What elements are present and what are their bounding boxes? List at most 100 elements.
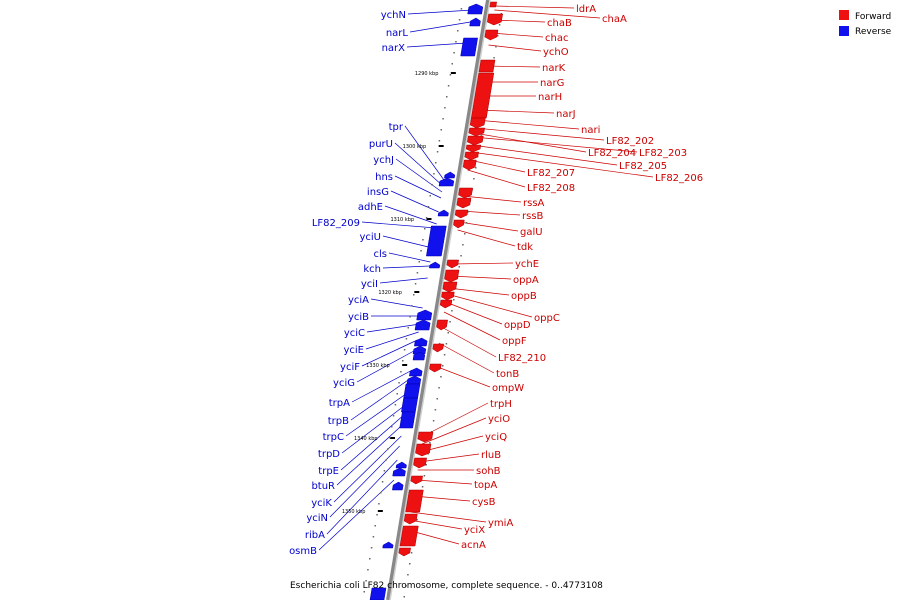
reverse-leader-line xyxy=(365,331,419,350)
forward-leader-line xyxy=(423,402,489,437)
forward-leader-line xyxy=(473,136,638,153)
reverse-leader-line xyxy=(370,298,423,309)
forward-leader-line xyxy=(463,195,522,203)
reverse-leader-line xyxy=(366,323,421,333)
forward-gene-label: galU xyxy=(520,227,543,238)
feature-dot xyxy=(460,8,463,10)
feature-dot xyxy=(409,316,411,318)
forward-gene-label: sohB xyxy=(476,466,501,477)
backbone-group xyxy=(386,0,491,600)
tick-mark xyxy=(450,72,456,74)
legend-forward-swatch xyxy=(839,10,849,20)
feature-dot xyxy=(425,217,428,219)
forward-leader-line xyxy=(458,221,519,232)
reverse-gene-label: trpE xyxy=(318,466,339,477)
reverse-gene-block xyxy=(429,261,441,269)
reverse-gene-label: trpB xyxy=(328,416,349,427)
forward-gene-block xyxy=(468,127,485,137)
feature-dot xyxy=(380,492,382,494)
forward-gene-label: chaA xyxy=(602,14,627,25)
feature-dot xyxy=(370,547,373,549)
forward-leader-line xyxy=(471,144,618,166)
feature-dot xyxy=(451,310,453,312)
forward-gene-block xyxy=(441,291,455,301)
reverse-gene-block xyxy=(444,171,456,179)
feature-dot xyxy=(402,360,404,362)
forward-gene-block xyxy=(398,547,411,557)
feature-dot xyxy=(447,85,450,87)
reverse-leader-line xyxy=(318,479,395,551)
reverse-gene-label: yciF xyxy=(340,362,360,373)
forward-gene-block xyxy=(442,281,458,293)
reverse-gene-block xyxy=(401,397,418,413)
reverse-gene-label: yciU xyxy=(359,232,381,243)
reverse-gene-label: yciA xyxy=(348,295,369,306)
tick-label: 1320 kbp xyxy=(378,290,402,296)
reverse-leader-line xyxy=(340,413,406,471)
feature-dot xyxy=(387,448,389,450)
forward-leader-line xyxy=(494,9,601,19)
feature-dot xyxy=(431,184,433,186)
forward-gene-label: topA xyxy=(474,480,497,491)
forward-leader-line xyxy=(467,169,526,188)
feature-dot xyxy=(432,420,435,422)
reverse-gene-block xyxy=(395,461,407,469)
feature-dot xyxy=(433,173,435,175)
forward-leader-line xyxy=(494,5,575,9)
forward-gene-label: ychO xyxy=(543,47,569,58)
gene-blocks xyxy=(369,1,503,600)
forward-gene-label: trpH xyxy=(490,399,512,410)
reverse-gene-label: insG xyxy=(367,187,389,198)
feature-dot xyxy=(372,536,375,538)
reverse-leader-line xyxy=(336,423,404,486)
forward-gene-label: LF82_206 xyxy=(655,173,703,184)
forward-gene-label: LF82_203 xyxy=(639,148,687,159)
tick-label: 1350 kbp xyxy=(342,509,366,515)
feature-dot xyxy=(449,74,452,76)
forward-gene-block xyxy=(465,144,482,153)
forward-gene-label: ychE xyxy=(515,259,539,270)
reverse-gene-label: yciE xyxy=(343,345,364,356)
reverse-gene-block xyxy=(467,3,484,15)
feature-dot xyxy=(378,503,380,505)
reverse-leader-line xyxy=(379,277,428,284)
forward-leader-line xyxy=(447,287,510,296)
feature-dot xyxy=(447,332,449,334)
forward-gene-label: acnA xyxy=(461,540,486,551)
forward-gene-label: oppF xyxy=(502,336,527,347)
forward-leader-line xyxy=(415,479,473,485)
feature-dot xyxy=(458,19,461,21)
forward-gene-block xyxy=(467,135,484,146)
feature-dot xyxy=(420,250,422,252)
forward-gene-label: yciQ xyxy=(485,432,507,443)
feature-dot xyxy=(405,338,408,340)
reverse-leader-line xyxy=(361,221,437,229)
gene-labels: ldrA chaA chaB chac ychO narK narG narH narJ nari… xyxy=(289,4,703,557)
forward-leader-line xyxy=(443,311,501,341)
forward-leader-line xyxy=(409,519,463,530)
reverse-gene-block xyxy=(369,587,387,600)
feature-dot xyxy=(495,46,497,48)
feature-dot xyxy=(383,470,386,472)
forward-gene-label: nari xyxy=(581,125,600,136)
forward-gene-label: narG xyxy=(540,78,564,89)
forward-gene-label: LF82_202 xyxy=(606,136,654,147)
chromosome-backbone xyxy=(386,0,490,600)
forward-gene-block xyxy=(456,197,472,209)
forward-leader-line xyxy=(446,293,533,318)
feature-dot xyxy=(442,365,444,367)
feature-dot xyxy=(367,569,369,571)
reverse-gene-label: osmB xyxy=(289,546,317,557)
feature-dot xyxy=(451,63,453,65)
forward-gene-label: yciX xyxy=(464,525,485,536)
reverse-leader-line xyxy=(406,42,467,48)
forward-leader-line xyxy=(421,417,487,445)
forward-gene-block xyxy=(444,269,460,283)
feature-dot xyxy=(497,35,499,37)
forward-leader-line xyxy=(434,365,491,388)
forward-gene-block xyxy=(469,117,486,129)
feature-dot xyxy=(381,481,384,483)
backbone-shadow xyxy=(389,0,491,600)
forward-leader-line xyxy=(438,342,495,374)
